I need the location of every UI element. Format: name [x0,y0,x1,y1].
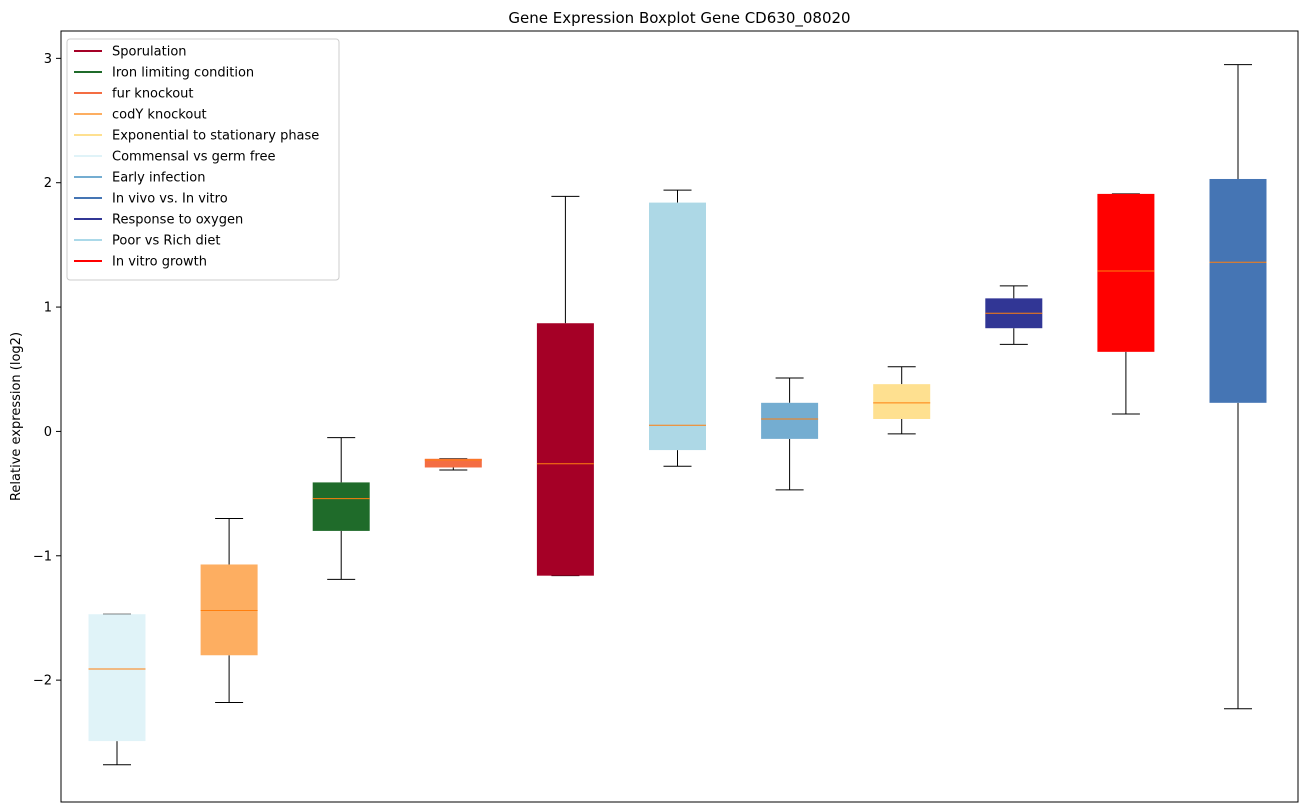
y-tick-label: 2 [44,176,52,191]
legend-label: Poor vs Rich diet [112,234,220,249]
y-axis: −2 −1 0 1 2 3 [33,52,61,689]
legend-item: fur knockout [74,87,194,102]
legend-item: In vitro growth [74,255,207,270]
box-1 [88,613,146,766]
box-body [312,482,370,531]
box-body [761,402,819,439]
legend-label: Commensal vs germ free [112,150,275,165]
box-body [88,614,146,742]
box-body [1209,178,1267,403]
box-2 [200,517,258,704]
legend-label: codY knockout [112,108,207,123]
y-tick-label: 3 [44,52,52,67]
legend-item: Commensal vs germ free [74,150,275,165]
legend-label: Sporulation [112,45,187,60]
legend-item: codY knockout [74,108,207,123]
box-body [1097,193,1155,352]
y-axis-label: Relative expression (log2) [9,332,24,501]
box-8 [873,366,931,435]
y-tick-label: 0 [44,425,52,440]
box-3 [312,437,370,580]
legend: Sporulation Iron limiting condition fur kn… [66,38,340,281]
box-7 [761,377,819,491]
y-tick-label: 1 [44,301,52,316]
y-tick-label: −1 [33,549,52,564]
plot-frame [60,30,1299,803]
box-9 [985,285,1043,345]
box-11 [1209,64,1267,710]
legend-label: Response to oxygen [112,213,243,228]
legend-label: In vitro growth [112,255,207,270]
box-body [649,202,706,451]
legend-item: Exponential to stationary phase [74,129,319,144]
legend-item: Poor vs Rich diet [74,234,220,249]
box-body [873,384,931,419]
boxes-layer [88,64,1267,766]
legend-item: Sporulation [74,45,187,60]
legend-item: In vivo vs. In vitro [74,192,228,207]
legend-frame [66,38,340,281]
legend-item: Early infection [74,171,205,186]
legend-label: fur knockout [112,87,194,102]
legend-label: Early infection [112,171,205,186]
legend-item: Response to oxygen [74,213,243,228]
legend-item: Iron limiting condition [74,66,254,81]
chart-title: Gene Expression Boxplot Gene CD630_08020 [508,9,850,28]
legend-label: In vivo vs. In vitro [112,192,228,207]
box-4 [424,458,482,471]
box-body [200,564,258,656]
box-10 [1097,193,1155,415]
legend-label: Exponential to stationary phase [112,129,319,144]
legend-label: Iron limiting condition [112,66,254,81]
y-tick-label: −2 [33,674,52,689]
box-body [536,323,594,576]
box-body [424,458,482,468]
box-6 [649,189,706,467]
box-5 [536,195,594,577]
